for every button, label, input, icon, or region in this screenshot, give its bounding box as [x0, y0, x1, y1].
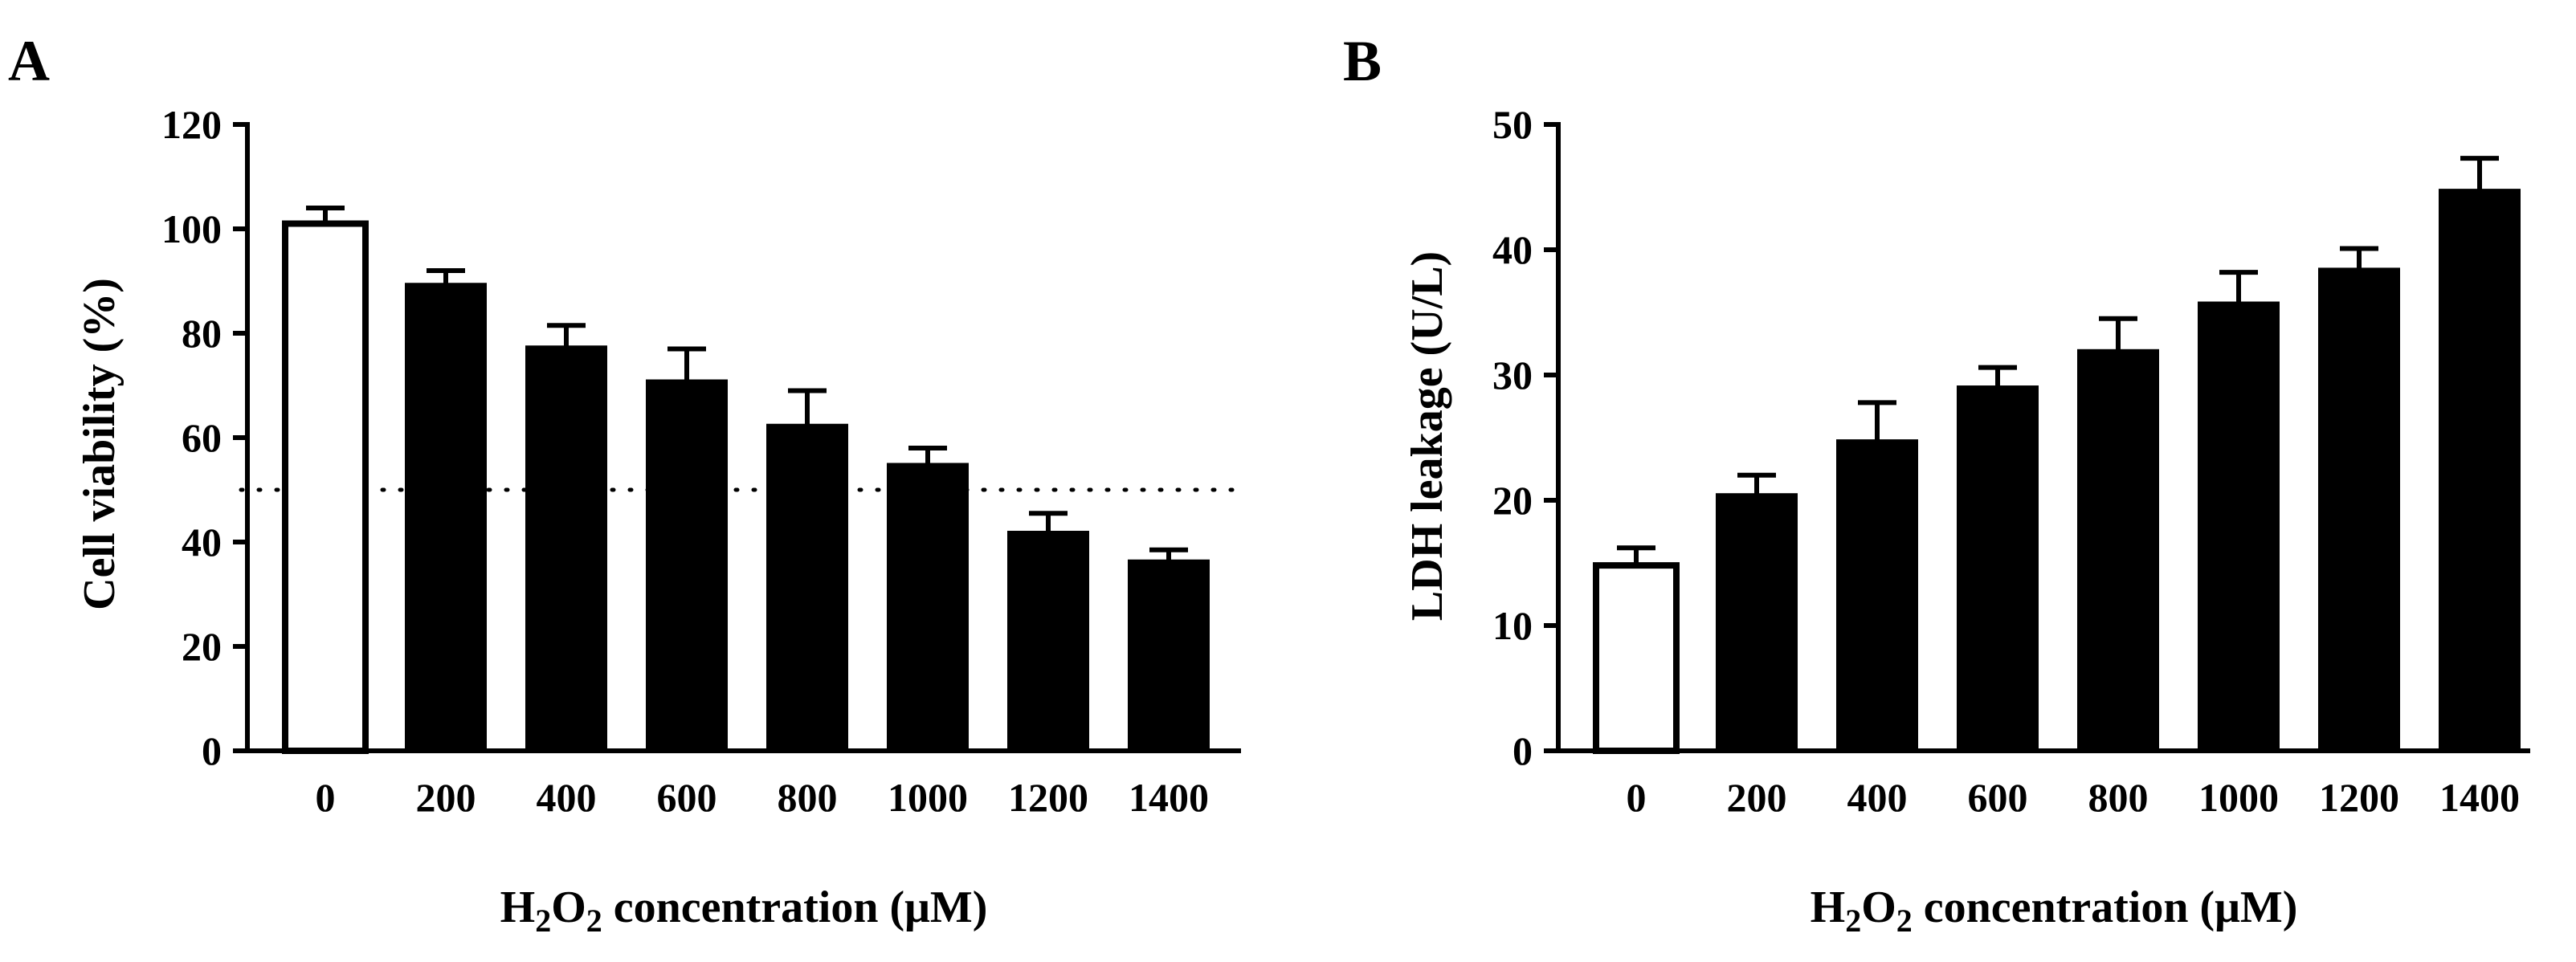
panel-b-x-tick-label: 1200: [2319, 775, 2399, 820]
panel-b-bar-400: [1836, 439, 1918, 752]
panel-b-bar-1400: [2439, 189, 2521, 752]
panel-a-x-tick-label: 800: [778, 775, 838, 820]
panel-a-y-tick-label: 120: [161, 102, 222, 147]
x-title-sub-2a: 2: [535, 903, 551, 939]
panel-b-y-tick-label: 40: [1492, 227, 1533, 272]
panel-b-x-tick-label: 1000: [2198, 775, 2279, 820]
panel-b-bar-1200: [2318, 267, 2400, 752]
panel-a-bar-600: [646, 379, 728, 752]
panel-b-chart: B 0 200 400 600 800 1000 1200 1400 0 10 20 30 40 50 L…: [1343, 29, 2530, 939]
panel-b-bar-0: [1593, 562, 1680, 754]
panel-a-x-tick-label: 1000: [888, 775, 968, 820]
x-title-o: O: [551, 883, 586, 932]
panel-b-letter: B: [1343, 29, 1382, 93]
panel-a-x-tick-label: 400: [537, 775, 597, 820]
x-title-rest: concentration (μM): [602, 883, 988, 932]
panel-b-y-tick-label: 0: [1513, 728, 1533, 773]
x-title-sub-2b: 2: [586, 903, 602, 939]
panel-b-y-tick-label: 20: [1492, 478, 1533, 523]
panel-a-x-tick-label: 200: [416, 775, 476, 820]
panel-b-x-tick-label: 200: [1727, 775, 1787, 820]
panel-a-bar-1400: [1128, 559, 1210, 752]
panel-b-y-tick-label: 10: [1492, 603, 1533, 648]
panel-a-chart: A 0 200 400 600 800 1000 1200 1400 0 20 40 60 80 100 1…: [8, 29, 1243, 939]
panel-b-y-axis-title: LDH leakage (U/L): [1402, 251, 1452, 621]
panel-a-plot-area: 0 200 400 600 800 1000 1200 1400 0 20 40 60 80 100 120: [161, 102, 1243, 820]
panel-b-bar-600: [1957, 385, 2039, 752]
panel-a-y-axis-title: Cell viability (%): [75, 278, 125, 610]
panel-a-x-tick-label: 1200: [1008, 775, 1088, 820]
panel-a-y-tick-label: 40: [182, 520, 222, 565]
x-title-sub-2b: 2: [1896, 903, 1913, 939]
panel-a-x-tick-label: 1400: [1129, 775, 1209, 820]
panel-b-y-tick-label: 30: [1492, 353, 1533, 397]
panel-b-bar-800: [2077, 349, 2159, 752]
panel-a-bar-200: [405, 283, 487, 752]
panel-b-x-tick-label: 800: [2088, 775, 2149, 820]
panel-b-plot-area: 0 200 400 600 800 1000 1200 1400 0 10 20 30 40 50: [1492, 102, 2530, 820]
panel-b-x-tick-label: 600: [1968, 775, 2028, 820]
panel-b-y-tick-label: 50: [1492, 102, 1533, 147]
panel-a-letter: A: [8, 29, 50, 93]
x-title-o: O: [1861, 883, 1896, 932]
x-title-sub-2a: 2: [1845, 903, 1861, 939]
panel-b-x-tick-label: 400: [1847, 775, 1908, 820]
panel-a-bar-1200: [1007, 531, 1089, 752]
panel-b-bar-1000: [2198, 301, 2280, 752]
panel-a-y-tick-label: 80: [182, 311, 222, 356]
panel-a-bar-400: [525, 345, 607, 752]
x-title-h: H: [1811, 883, 1846, 932]
panel-a-bar-0: [282, 220, 369, 754]
x-title-rest: concentration (μM): [1913, 883, 2298, 932]
panel-a-y-tick-label: 100: [161, 206, 222, 251]
panel-a-y-tick-label: 20: [182, 624, 222, 669]
panel-a-x-axis-title: H2O2 concentration (μM): [500, 883, 988, 939]
panel-a-bar-800: [766, 423, 848, 752]
panel-a-x-tick-label: 600: [657, 775, 717, 820]
panel-b-x-tick-label: 0: [1627, 775, 1647, 820]
panel-a-y-tick-label: 60: [182, 415, 222, 460]
panel-b-x-tick-label: 1400: [2439, 775, 2520, 820]
panel-b-x-axis-title: H2O2 concentration (μM): [1811, 883, 2298, 939]
panel-a-x-tick-label: 0: [316, 775, 336, 820]
panel-a-bar-1000: [887, 463, 969, 752]
x-title-h: H: [500, 883, 536, 932]
panel-b-bar-200: [1716, 493, 1798, 752]
panel-a-y-tick-label: 0: [202, 728, 222, 773]
